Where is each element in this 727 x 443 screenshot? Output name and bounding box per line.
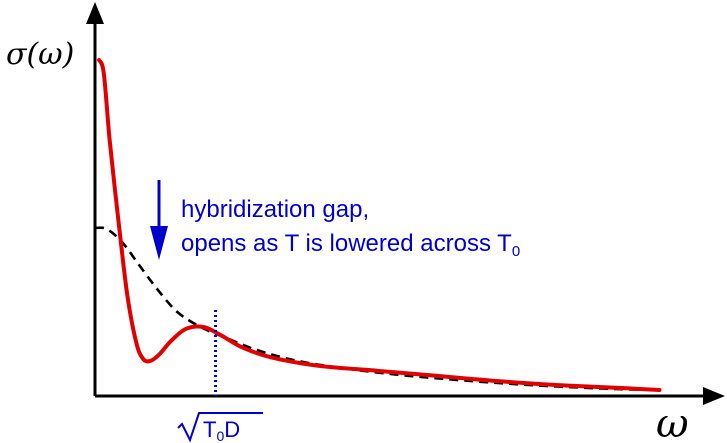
gap-arrow-head (150, 226, 168, 260)
x-axis-label: ω (656, 401, 689, 443)
sqrt-symbol (177, 412, 263, 443)
y-axis-arrow (86, 2, 104, 24)
series-line-solid (97, 58, 662, 392)
x-axis-arrow (703, 387, 725, 405)
gap-annotation-line1: hybridization gap, (181, 196, 369, 223)
svg-text:T0D: T0D (203, 417, 240, 443)
scale-marker-label: T0D (177, 412, 263, 443)
y-axis-label: σ(ω) (6, 37, 74, 72)
gap-annotation-line2: opens as T is lowered across T0 (181, 230, 520, 260)
